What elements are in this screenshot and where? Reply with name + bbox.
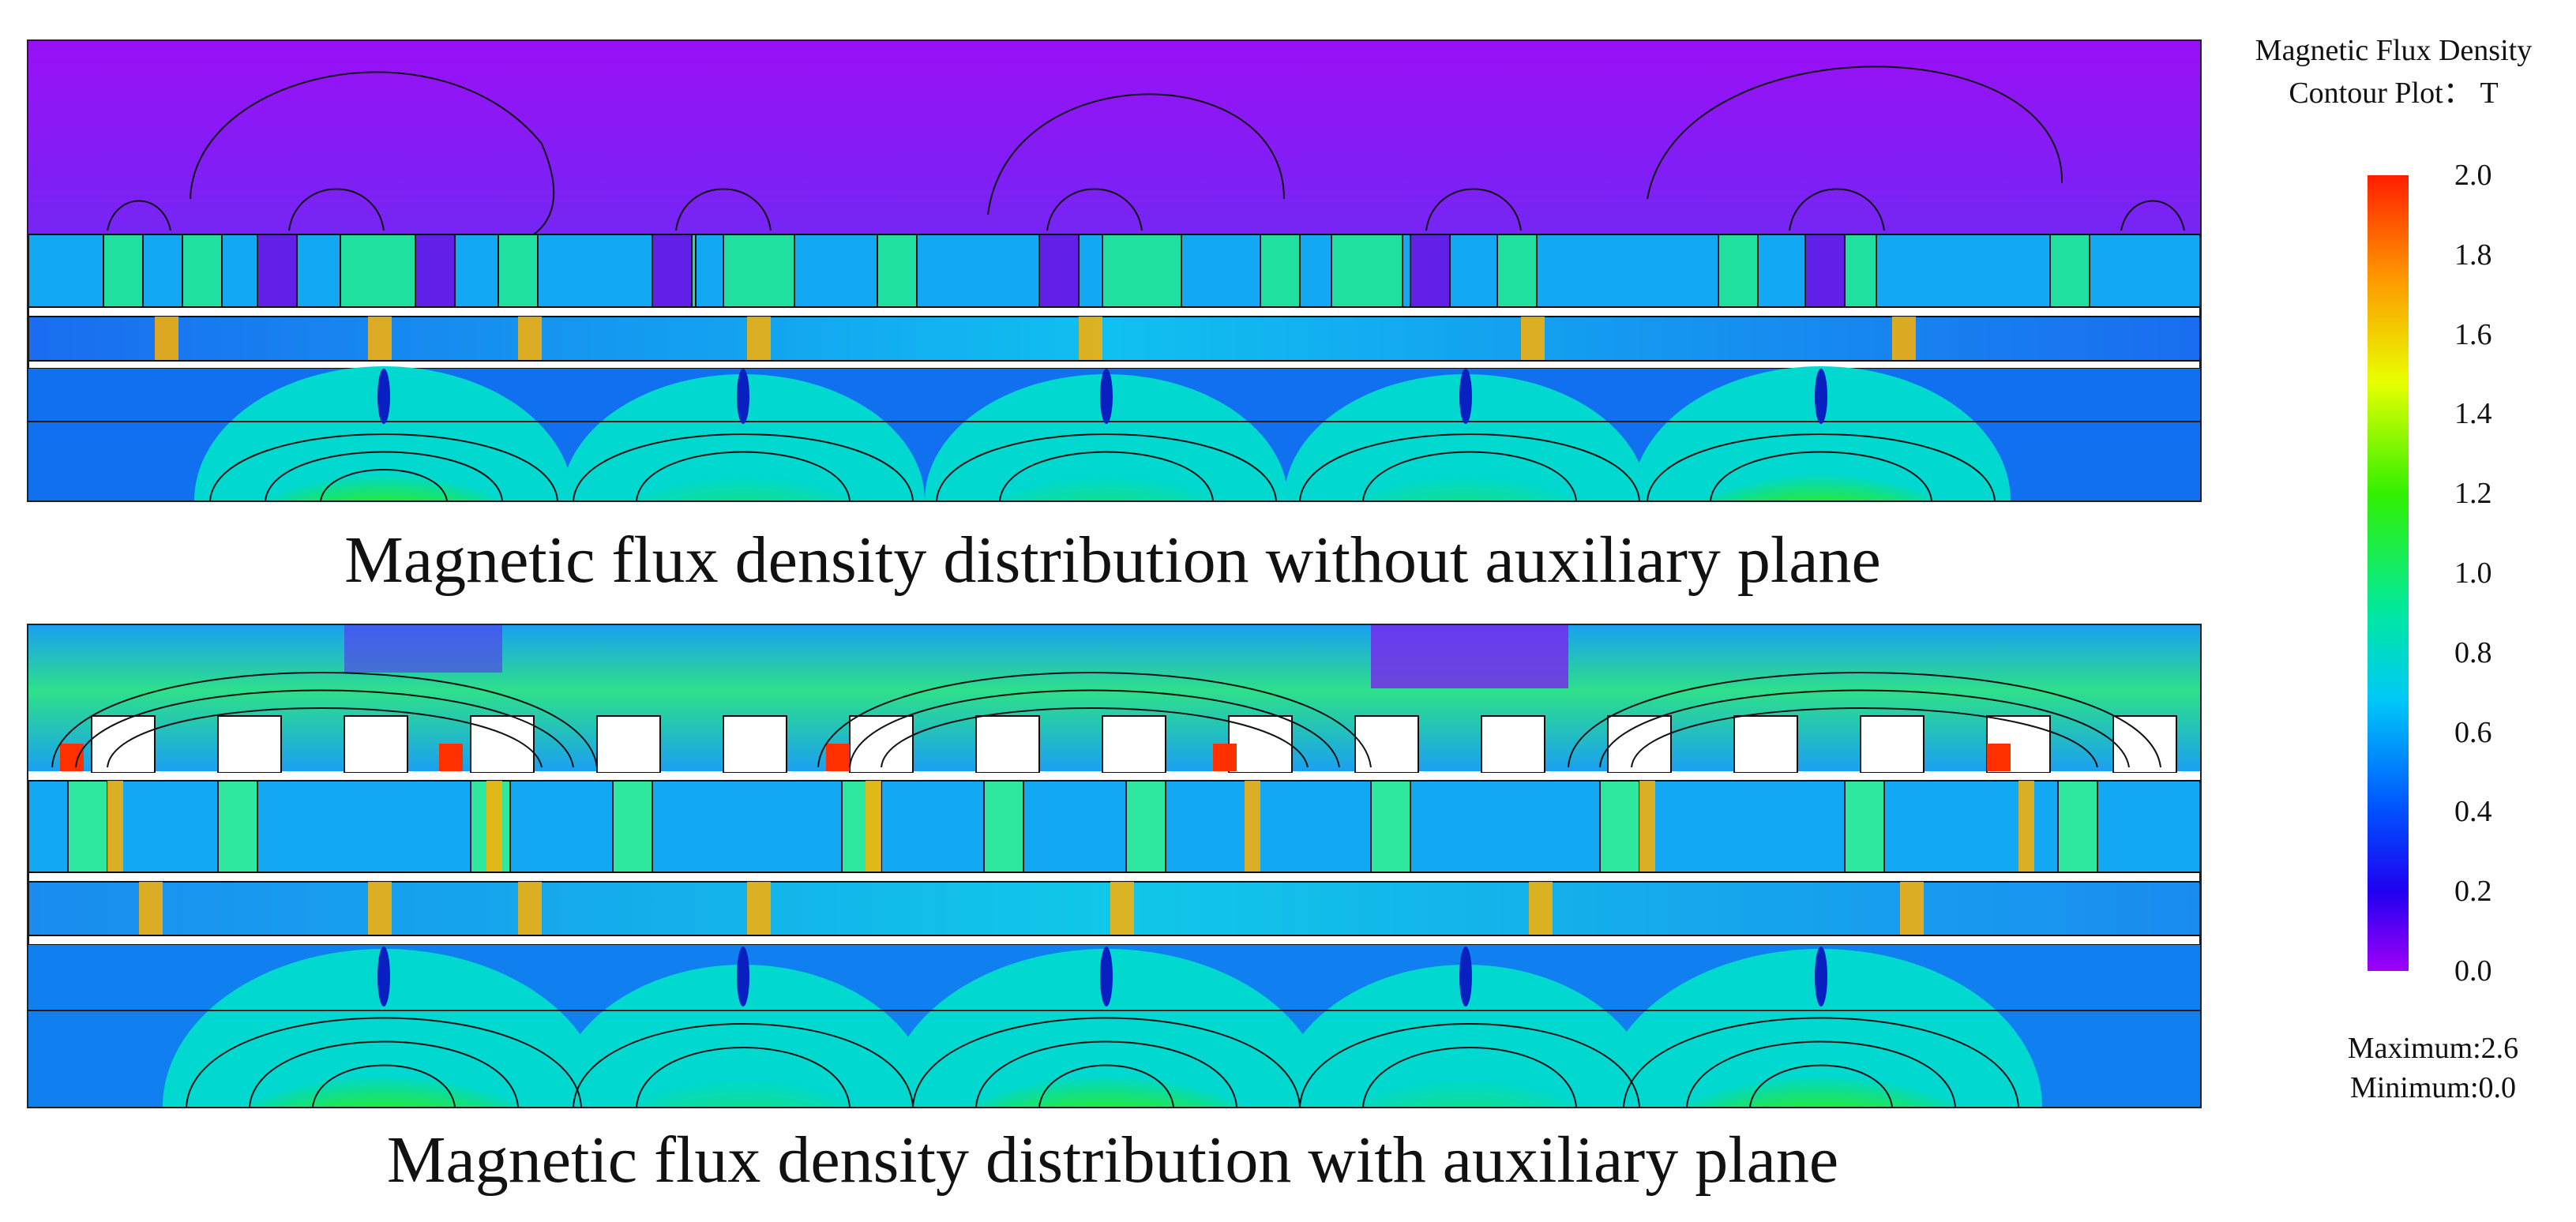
colorbar-tick-label: 2.0 [2454, 159, 2492, 192]
colorbar-tick-label: 1.4 [2454, 397, 2492, 431]
flux-plot-bottom-svg [28, 625, 2200, 1107]
colorbar-gradient [2368, 175, 2409, 971]
colorbar-tick-label: 1.8 [2454, 238, 2492, 272]
colorbar-tick-label: 0.8 [2454, 635, 2492, 669]
colorbar-tick-label: 1.2 [2454, 477, 2492, 511]
colorbar-subtitle: Contour Plot： T [2289, 77, 2499, 110]
caption-without-auxiliary-plane: Magnetic flux density distribution witho… [344, 523, 1881, 597]
colorbar-tick-label: 1.6 [2454, 317, 2492, 351]
flux-plot-without-auxiliary-plane [27, 39, 2202, 502]
colorbar-tick-label: 0.6 [2454, 715, 2492, 749]
maximum-value: Maximum:2.6 [2347, 1032, 2519, 1065]
colorbar-tick-label: 1.0 [2454, 557, 2492, 590]
minimum-value: Minimum:0.0 [2349, 1071, 2517, 1104]
colorbar-tick-label: 0.2 [2454, 875, 2492, 909]
flux-plot-with-auxiliary-plane [27, 624, 2202, 1108]
flux-plot-top-svg [28, 41, 2200, 500]
colorbar-title: Magnetic Flux Density [2255, 34, 2533, 67]
colorbar-tick-label: 0.4 [2454, 795, 2492, 829]
caption-with-auxiliary-plane: Magnetic flux density distribution with … [386, 1123, 1839, 1197]
colorbar-tick-label: 0.0 [2454, 954, 2492, 988]
